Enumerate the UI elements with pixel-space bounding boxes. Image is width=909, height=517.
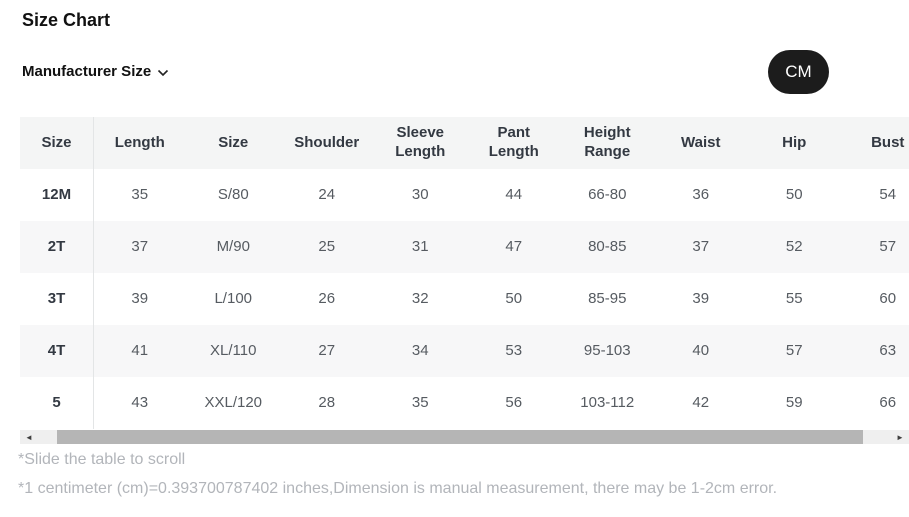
header-shoulder: Shoulder <box>294 133 360 151</box>
cell-height: 66-80 <box>588 185 627 203</box>
footnote-conversion: *1 centimeter (cm)=0.393700787402 inches… <box>18 480 778 497</box>
cell-hip: 59 <box>785 393 803 411</box>
cell-pant: 53 <box>505 341 523 359</box>
cell-size: M/90 <box>216 237 250 255</box>
table-row: 5 43 XXL/120 28 35 56 103-112 42 59 66 <box>20 377 909 429</box>
first-column-divider <box>93 117 94 429</box>
header-pant-length: Pant Length <box>488 124 539 160</box>
cell-pant: 50 <box>505 289 523 307</box>
cell-length: 37 <box>131 237 149 255</box>
size-chart-table[interactable]: Size Length Size Shoulder Sleeve Length … <box>20 117 909 429</box>
cell-hip: 52 <box>785 237 803 255</box>
cell-waist: 40 <box>692 341 710 359</box>
row-size-label: 3T <box>47 289 66 307</box>
unit-toggle-label: CM <box>785 62 812 81</box>
cell-shoulder: 27 <box>318 341 336 359</box>
table-row: 4T 41 XL/110 27 34 53 95-103 40 57 63 <box>20 325 909 377</box>
cell-shoulder: 25 <box>318 237 336 255</box>
header-sleeve-length: Sleeve Length <box>395 124 446 160</box>
cell-pant: 47 <box>505 237 523 255</box>
cell-length: 43 <box>131 393 149 411</box>
chevron-down-icon <box>157 64 169 81</box>
cell-waist: 36 <box>692 185 710 203</box>
header-size-2: Size <box>218 133 249 151</box>
page-title: Size Chart <box>22 10 111 30</box>
footnote-slide: *Slide the table to scroll <box>18 451 186 468</box>
cell-height: 103-112 <box>580 393 635 411</box>
row-size-label: 5 <box>52 393 61 411</box>
cell-shoulder: 28 <box>318 393 336 411</box>
cell-shoulder: 26 <box>318 289 336 307</box>
header-length: Length <box>114 133 165 151</box>
row-size-label: 2T <box>47 237 66 255</box>
cell-sleeve: 32 <box>411 289 429 307</box>
cell-sleeve: 31 <box>411 237 429 255</box>
cell-size: L/100 <box>214 289 253 307</box>
cell-length: 39 <box>131 289 149 307</box>
cell-pant: 44 <box>505 185 523 203</box>
cell-height: 95-103 <box>583 341 631 359</box>
cell-shoulder: 24 <box>318 185 336 203</box>
table-row: 3T 39 L/100 26 32 50 85-95 39 55 60 <box>20 273 909 325</box>
horizontal-scrollbar[interactable]: ◄ ► <box>20 430 909 444</box>
row-size-label: 12M <box>41 185 72 203</box>
table-row: 2T 37 M/90 25 31 47 80-85 37 52 57 <box>20 221 909 273</box>
table-row: 12M 35 S/80 24 30 44 66-80 36 50 54 <box>20 169 909 221</box>
manufacturer-size-dropdown[interactable]: Manufacturer Size <box>22 62 169 81</box>
scroll-left-arrow-icon[interactable]: ◄ <box>20 430 38 444</box>
cell-length: 41 <box>131 341 149 359</box>
cell-waist: 37 <box>692 237 710 255</box>
cell-hip: 55 <box>785 289 803 307</box>
row-size-label: 4T <box>47 341 66 359</box>
cell-hip: 57 <box>785 341 803 359</box>
manufacturer-size-label: Manufacturer Size <box>22 63 152 80</box>
cell-hip: 50 <box>785 185 803 203</box>
header-waist: Waist <box>681 133 721 151</box>
cell-sleeve: 30 <box>411 185 429 203</box>
scroll-right-arrow-icon[interactable]: ► <box>891 430 909 444</box>
table-header-row: Size Length Size Shoulder Sleeve Length … <box>20 117 909 169</box>
cell-bust: 54 <box>879 185 897 203</box>
cell-waist: 39 <box>692 289 710 307</box>
scrollbar-thumb[interactable] <box>57 430 863 444</box>
header-size: Size <box>41 133 72 151</box>
header-hip: Hip <box>782 133 807 151</box>
cell-size: S/80 <box>217 185 249 203</box>
cell-sleeve: 35 <box>411 393 429 411</box>
cell-length: 35 <box>131 185 149 203</box>
unit-toggle-cm-button[interactable]: CM <box>768 50 829 94</box>
cell-pant: 56 <box>505 393 523 411</box>
cell-waist: 42 <box>692 393 710 411</box>
cell-sleeve: 34 <box>411 341 429 359</box>
cell-bust: 66 <box>879 393 897 411</box>
cell-bust: 60 <box>879 289 897 307</box>
cell-height: 85-95 <box>588 289 627 307</box>
header-bust: Bust <box>871 133 905 151</box>
cell-size: XXL/120 <box>204 393 263 411</box>
cell-height: 80-85 <box>588 237 627 255</box>
cell-size: XL/110 <box>210 341 257 359</box>
cell-bust: 57 <box>879 237 897 255</box>
cell-bust: 63 <box>879 341 897 359</box>
header-height-range: Height Range <box>583 124 631 160</box>
